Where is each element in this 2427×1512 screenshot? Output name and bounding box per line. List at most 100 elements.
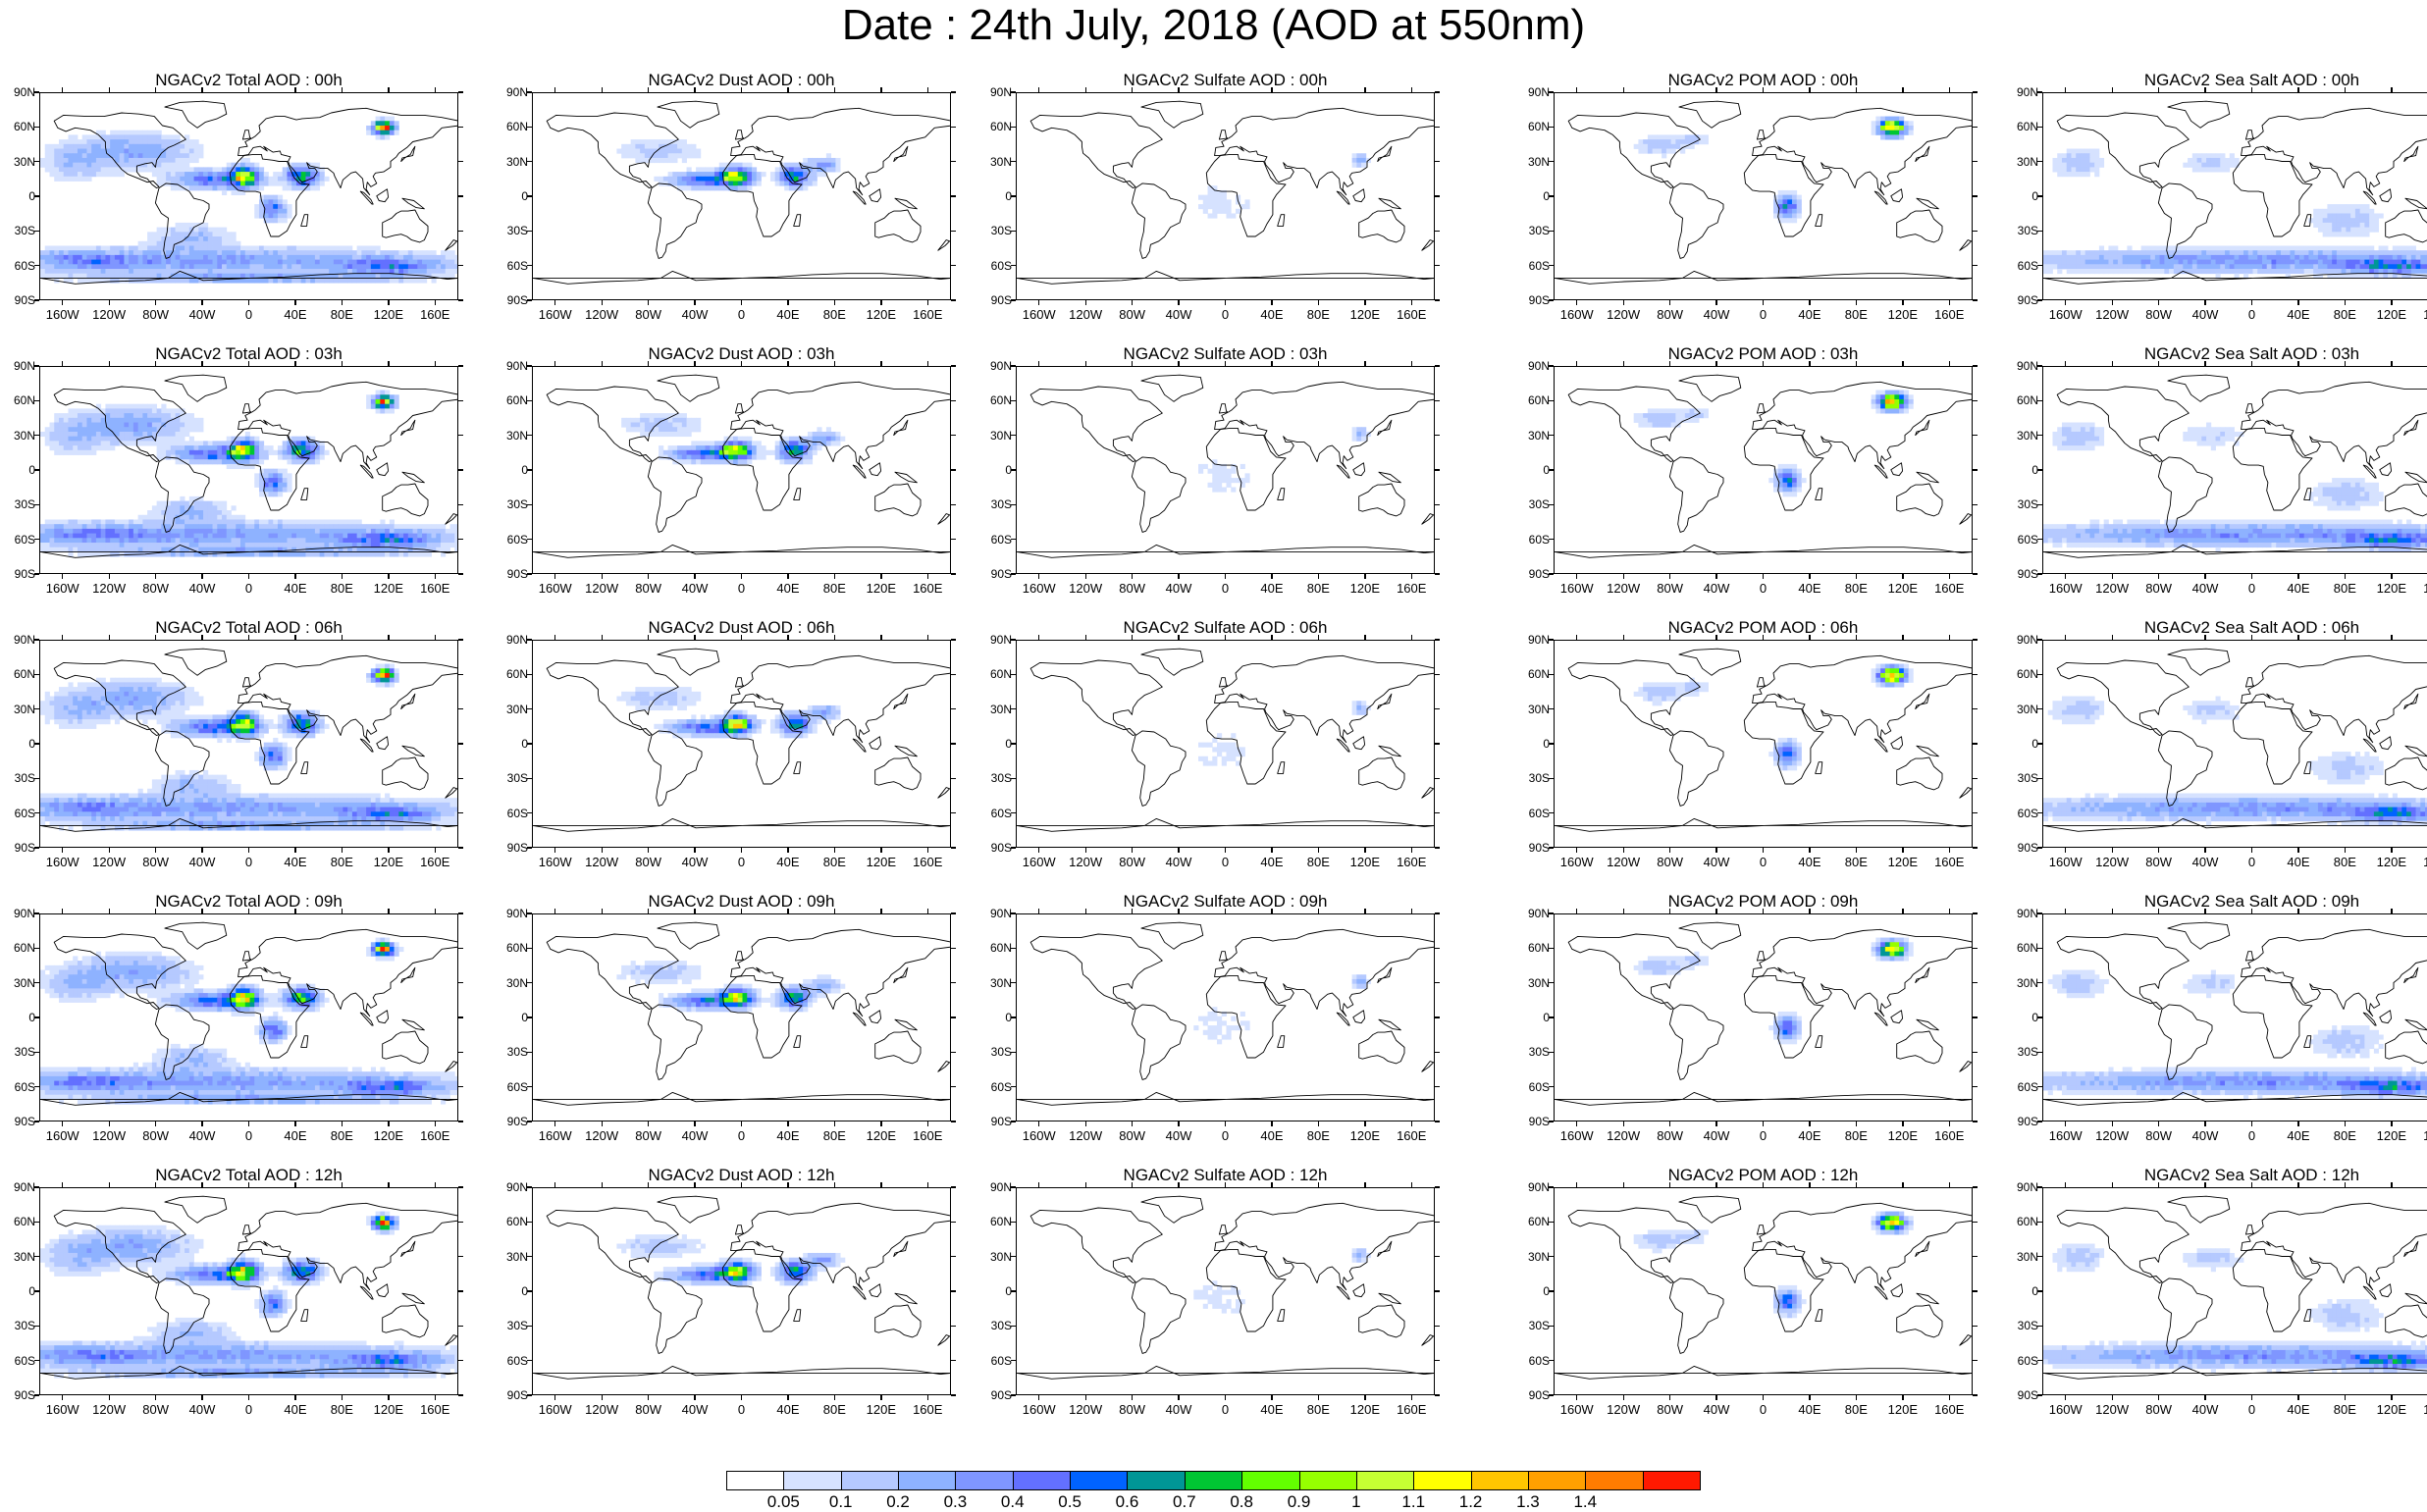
lon-tick — [1902, 848, 1903, 853]
lat-label: 60S — [978, 1354, 1012, 1368]
lon-label: 160E — [2413, 1128, 2427, 1144]
lon-tick — [2112, 635, 2113, 640]
colorbar-label: 0.1 — [821, 1492, 861, 1512]
lon-label: 160W — [38, 581, 87, 597]
panel-title: NGACv2 Sea Salt AOD : 12h — [2042, 1164, 2427, 1187]
lat-label: 60N — [2005, 393, 2038, 407]
lon-label: 0 — [717, 1402, 766, 1418]
lon-tick — [2065, 909, 2066, 913]
lon-tick — [1856, 574, 1857, 579]
lon-label: 120W — [2087, 1402, 2137, 1418]
lon-tick — [927, 361, 928, 366]
lon-label: 40W — [178, 855, 227, 870]
lon-tick — [155, 909, 156, 913]
lon-label: 160W — [1553, 581, 1602, 597]
lon-tick — [1576, 848, 1577, 853]
lon-label: 160E — [1387, 307, 1436, 323]
lon-tick — [2251, 1121, 2252, 1126]
lon-label: 80E — [2320, 855, 2369, 870]
lat-label: 90N — [978, 1180, 1012, 1194]
lon-label: 160W — [1015, 307, 1064, 323]
lon-tick — [834, 909, 835, 913]
lon-label: 80E — [810, 1128, 859, 1144]
lat-label: 90S — [2, 1115, 35, 1128]
lat-label: 30N — [1516, 976, 1550, 990]
lon-tick — [1225, 1395, 1226, 1400]
aod-shading — [2043, 970, 2427, 1100]
lon-label: 40W — [178, 581, 227, 597]
lon-tick — [1669, 635, 1670, 640]
lon-label: 0 — [1201, 855, 1250, 870]
lon-tick — [2112, 909, 2113, 913]
lat-label: 90N — [1516, 633, 1550, 647]
lon-tick — [554, 361, 555, 366]
lon-label: 40W — [1692, 855, 1741, 870]
lon-tick — [109, 300, 110, 305]
lon-label: 0 — [717, 855, 766, 870]
lat-label: 60S — [1516, 1080, 1550, 1094]
lon-tick — [1949, 574, 1950, 579]
lon-tick — [2297, 300, 2298, 305]
lat-label: 30N — [2005, 703, 2038, 716]
lon-tick — [1949, 1121, 1950, 1126]
lat-tick — [1435, 847, 1440, 848]
lon-tick — [294, 574, 295, 579]
lon-tick — [1715, 909, 1716, 913]
lat-label: 0 — [2005, 1011, 2038, 1024]
lon-tick — [388, 87, 389, 92]
lat-label: 90S — [2005, 567, 2038, 581]
lon-tick — [2391, 300, 2392, 305]
lon-tick — [927, 909, 928, 913]
map-frame — [1554, 1187, 1973, 1395]
lon-label: 120E — [2367, 855, 2416, 870]
lat-label: 90S — [2, 293, 35, 307]
lon-tick — [1364, 574, 1365, 579]
lon-tick — [1949, 300, 1950, 305]
lon-tick — [1085, 635, 1086, 640]
lon-tick — [1271, 1182, 1272, 1187]
lat-label: 90N — [978, 359, 1012, 373]
lon-label: 40E — [1785, 855, 1834, 870]
lat-label: 90N — [2005, 85, 2038, 99]
lon-tick — [62, 1395, 63, 1400]
aod-field-map — [1555, 914, 1973, 1121]
lat-label: 0 — [495, 1284, 528, 1298]
lat-tick — [951, 982, 956, 983]
lon-label: 80E — [1831, 855, 1880, 870]
lat-tick — [1973, 161, 1978, 162]
lon-tick — [388, 848, 389, 853]
colorbar-swatch — [1413, 1471, 1471, 1490]
lon-tick — [1411, 574, 1412, 579]
lat-label: 30N — [1516, 155, 1550, 169]
lon-label: 80W — [624, 307, 673, 323]
lon-tick — [787, 300, 788, 305]
lon-tick — [1623, 1182, 1624, 1187]
lat-label: 90N — [495, 85, 528, 99]
lon-tick — [880, 909, 881, 913]
lon-label: 0 — [1739, 307, 1788, 323]
lon-label: 120E — [2367, 581, 2416, 597]
lon-label: 160W — [2041, 1402, 2090, 1418]
lat-tick — [1973, 1186, 1978, 1187]
lon-label: 40W — [670, 1128, 719, 1144]
lat-label: 90N — [495, 359, 528, 373]
lon-tick — [1178, 1395, 1179, 1400]
lon-tick — [648, 361, 649, 366]
lon-label: 0 — [717, 581, 766, 597]
lat-label: 0 — [2005, 1284, 2038, 1298]
lon-label: 80W — [2135, 581, 2184, 597]
aod-shading — [2043, 149, 2427, 279]
lat-label: 60N — [2, 1215, 35, 1228]
lon-tick — [927, 635, 928, 640]
lon-tick — [155, 1121, 156, 1126]
lon-tick — [2204, 300, 2205, 305]
lat-label: 90N — [2, 1180, 35, 1194]
lat-label: 30N — [1516, 1250, 1550, 1264]
lat-tick — [1973, 639, 1978, 640]
lon-tick — [1225, 300, 1226, 305]
